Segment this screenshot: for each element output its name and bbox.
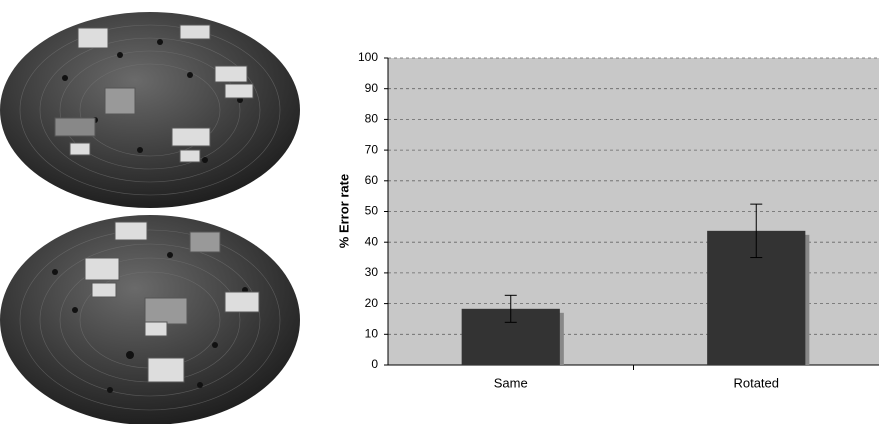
y-tick-label: 30 (365, 265, 379, 279)
figure: % Error rate 0 10 20 30 40 50 60 70 80 90 100 Same R… (0, 0, 879, 424)
y-tick-label: 50 (365, 204, 379, 218)
y-tick-label: 90 (365, 81, 379, 95)
y-tick-label: 70 (365, 142, 379, 156)
x-tick-label: Rotated (733, 375, 779, 390)
y-tick-label: 0 (371, 357, 378, 371)
photo-bottom (0, 215, 300, 424)
y-tick-label: 20 (365, 296, 379, 310)
y-tick-label: 40 (365, 234, 379, 248)
y-tick-label: 100 (358, 50, 378, 64)
y-tick-label: 60 (365, 173, 379, 187)
page: % Error rate 0 10 20 30 40 50 60 70 80 90 100 Same R… (0, 0, 879, 424)
y-axis-label: % Error rate (336, 174, 351, 248)
y-tick-label: 10 (365, 326, 379, 340)
photo-top (0, 12, 300, 208)
y-tick-label: 80 (365, 112, 379, 126)
x-tick-label: Same (494, 375, 528, 390)
